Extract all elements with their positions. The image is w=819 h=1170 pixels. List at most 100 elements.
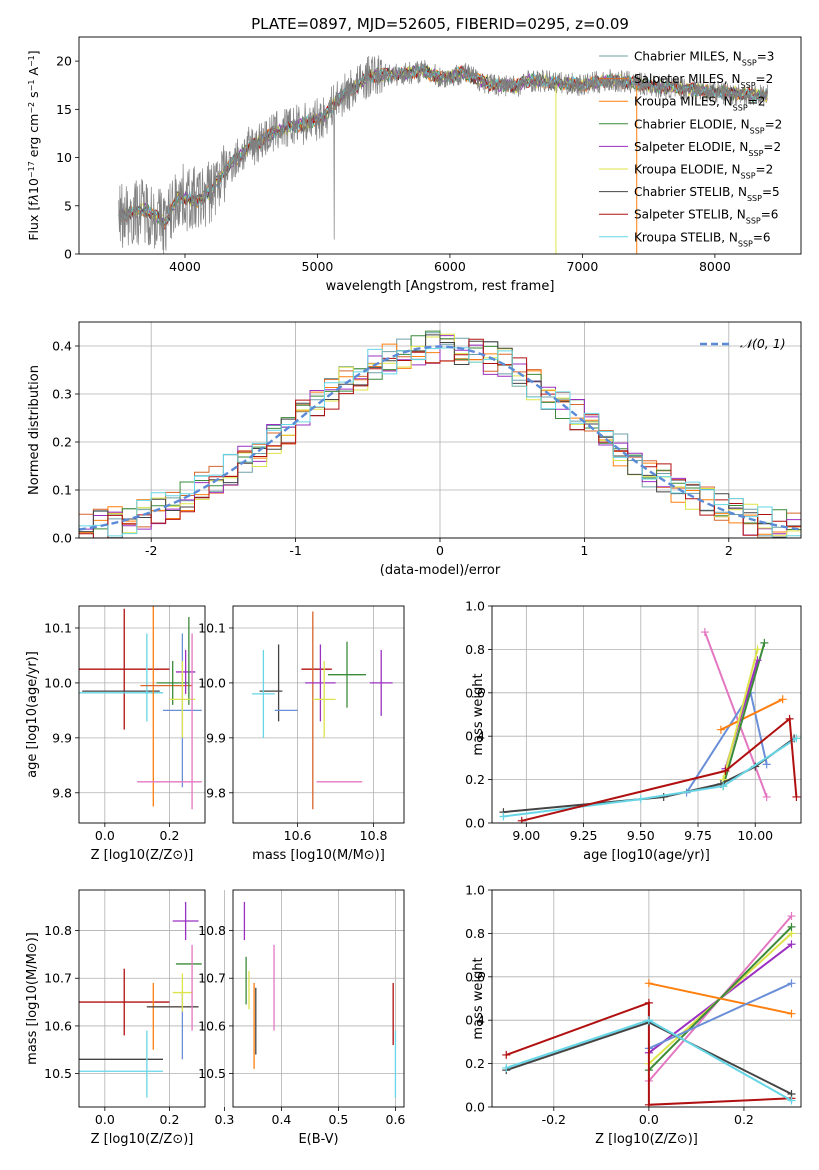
x-tick-label: 0.4 (272, 1112, 292, 1127)
weight-marker (760, 638, 769, 647)
x-axis-label: wavelength [Angstrom, rest frame] (326, 279, 555, 294)
weight-line (521, 716, 798, 822)
weight-marker (787, 1009, 796, 1018)
weight-marker (499, 812, 508, 821)
x-tick-label: 8000 (699, 259, 731, 274)
weight-marker (700, 628, 709, 637)
y-tick-label: 0.2 (465, 1056, 485, 1071)
x-tick-label: 1 (580, 543, 588, 558)
x-axis-label: age [log10(age/yr)] (583, 848, 710, 863)
y-tick-label: 0.1 (52, 483, 72, 498)
y-tick-label: 0.0 (465, 816, 485, 831)
weight_vs_age-panel: 9.00 9.25 9.50 9.75 10.00 0.0 0.2 0.4 0.6 0.8 1.0 a… (465, 599, 802, 863)
y-tick-label: 0.6 (465, 969, 485, 984)
legend-entry: Chabrier MILES, NSSP=3 (634, 50, 774, 68)
x-tick-label: -1 (289, 543, 301, 558)
y-tick-label: 0.4 (465, 729, 485, 744)
mass_vs_Z-plot-area (79, 901, 202, 1098)
mass_vs_Z-panel: 0.0 0.2 10.5 10.6 10.7 10.8 Z [log10(Z/Z⊙)] mas… (25, 889, 206, 1147)
y-axis-label: age [log10(age/yr)] (25, 651, 40, 778)
residual-histogram (79, 347, 801, 538)
y-tick-label: 0.2 (465, 772, 485, 787)
x-axis-label: Z [log10(Z/Z⊙)] (91, 848, 194, 863)
x-tick-label: 0.0 (95, 828, 115, 843)
x-tick-label: 10.8 (360, 828, 388, 843)
x-tick-label: 10.00 (737, 828, 773, 843)
age_vs_mass-plot-area (252, 611, 393, 810)
y-tick-label: 9.9 (52, 730, 72, 745)
weight-marker (787, 912, 796, 921)
weight-marker (762, 760, 771, 769)
weight-line (722, 642, 766, 787)
y-axis-label: mass weight (471, 673, 486, 755)
weight-marker (502, 1063, 511, 1072)
x-tick-label: 0 (436, 543, 444, 558)
legend-entry: Salpeter MILES, NSSP=2 (634, 72, 773, 90)
y-tick-label: 0.6 (465, 685, 485, 700)
axes-frame (78, 36, 802, 255)
x-tick-label: 0.2 (734, 1112, 754, 1127)
residual-histogram (79, 334, 801, 538)
axes-frame (78, 605, 206, 824)
weight-marker (787, 1096, 796, 1105)
y-tick-label: 5 (64, 198, 72, 213)
residual-histogram (79, 335, 801, 536)
y-tick-label: 10.0 (198, 675, 226, 690)
axes-frame (491, 605, 802, 824)
axes-frame (491, 889, 802, 1108)
y-tick-label: 0.2 (52, 435, 72, 450)
weight-marker (778, 695, 787, 704)
y-tick-label: 15 (56, 102, 72, 117)
y-tick-label: 0.0 (465, 1100, 485, 1115)
x-tick-label: 7000 (567, 259, 599, 274)
y-tick-label: 0.4 (52, 339, 72, 354)
y-axis-label: mass [log10(M/M⊙)] (25, 932, 40, 1065)
x-tick-label: 9.75 (684, 828, 712, 843)
y-tick-label: 1.0 (465, 599, 485, 614)
weight-marker (644, 1016, 653, 1025)
x-tick-label: 5000 (302, 259, 334, 274)
residuals-panel: -2 -1 0 1 2 0.0 0.1 0.2 0.3 0.4 (data-model)/error… (27, 321, 802, 578)
weight-marker (517, 816, 526, 823)
age_vs_Z-panel: 0.0 0.2 9.8 9.9 10.0 10.1 Z [log10(Z/Z⊙)] age [… (25, 605, 206, 863)
residual-histogram (79, 338, 801, 538)
y-tick-label: 9.9 (206, 730, 226, 745)
legend-entry: 𝒩(0, 1) (740, 336, 786, 351)
weight-marker (644, 979, 653, 988)
weight_vs_age-plot-area (499, 628, 801, 823)
axes-frame (78, 889, 206, 1108)
x-tick-label: 6000 (434, 259, 466, 274)
weight-marker (502, 1050, 511, 1059)
y-tick-label: 0 (64, 247, 72, 262)
y-tick-label: 20 (56, 54, 72, 69)
weight-line (648, 982, 792, 1015)
x-axis-label: Z [log10(Z/Z⊙)] (91, 1132, 194, 1147)
x-tick-label: 0.5 (329, 1112, 349, 1127)
weight_vs_Z-panel: -0.2 0.0 0.2 0.0 0.2 0.4 0.6 0.8 1.0 Z [log10(Z/Z… (465, 883, 802, 1147)
y-axis-label: Flux [fλ10−17 erg cm−2 s−1 A−1] (26, 50, 41, 240)
spectrum-plot-area (118, 55, 769, 254)
weight-marker (636, 795, 645, 804)
weight-marker (787, 940, 796, 949)
figure-title: PLATE=0897, MJD=52605, FIBERID=0295, z=0… (251, 15, 629, 33)
x-tick-label: 0.3 (215, 1112, 235, 1127)
y-tick-label: 10.7 (44, 971, 72, 986)
weight-line (720, 698, 784, 731)
x-axis-label: (data-model)/error (380, 563, 501, 578)
y-tick-label: 10.6 (198, 1018, 226, 1033)
mass_vs_ebv-plot-area (243, 901, 397, 1098)
weight-marker (721, 766, 730, 775)
x-tick-label: 9.00 (512, 828, 540, 843)
y-tick-label: 10 (56, 150, 72, 165)
y-tick-label: 10.0 (44, 675, 72, 690)
legend-entry: Salpeter STELIB, NSSP=6 (634, 208, 778, 226)
y-tick-label: 0.4 (465, 1013, 485, 1028)
axes-frame (232, 605, 405, 824)
y-tick-label: 10.5 (198, 1066, 226, 1081)
x-tick-label: 2 (725, 543, 733, 558)
legend-entry: Kroupa MILES, NSSP=2 (634, 95, 765, 113)
weight-line (722, 649, 759, 780)
legend-entry: Chabrier STELIB, NSSP=5 (634, 185, 780, 203)
legend-entry: Chabrier ELODIE, NSSP=2 (634, 117, 782, 135)
